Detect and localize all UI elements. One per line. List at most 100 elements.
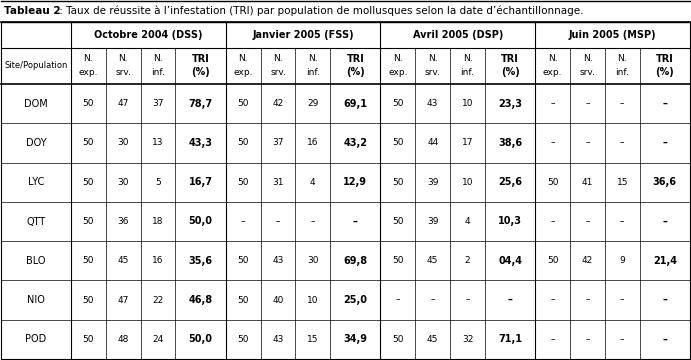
Text: 42: 42 (582, 256, 593, 265)
Text: 24: 24 (153, 335, 164, 344)
Text: N.: N. (548, 54, 558, 63)
Text: Janvier 2005 (FSS): Janvier 2005 (FSS) (252, 30, 354, 40)
Text: N.: N. (84, 54, 93, 63)
Text: 17: 17 (462, 139, 473, 148)
Text: 31: 31 (272, 178, 284, 187)
Text: (%): (%) (501, 67, 520, 77)
Text: 44: 44 (427, 139, 438, 148)
Text: 25,6: 25,6 (498, 177, 522, 187)
Text: 50: 50 (83, 256, 94, 265)
Text: –: – (663, 138, 668, 148)
Text: 4: 4 (465, 217, 471, 226)
Text: 10,3: 10,3 (498, 216, 522, 226)
Text: –: – (620, 217, 625, 226)
Text: 10: 10 (462, 99, 473, 108)
Text: 18: 18 (152, 217, 164, 226)
Text: 39: 39 (427, 178, 439, 187)
Text: 46,8: 46,8 (189, 295, 213, 305)
Text: 50: 50 (392, 256, 404, 265)
Text: 22: 22 (153, 296, 164, 305)
Text: –: – (620, 99, 625, 108)
Text: exp.: exp. (543, 68, 562, 77)
Text: N.: N. (308, 54, 318, 63)
Text: Juin 2005 (MSP): Juin 2005 (MSP) (569, 30, 656, 40)
Text: –: – (585, 99, 589, 108)
Text: 50,0: 50,0 (189, 334, 213, 345)
Text: 36: 36 (117, 217, 129, 226)
Text: (%): (%) (656, 67, 674, 77)
Text: : Taux de réussite à l’infestation (TRI) par population de mollusques selon la d: : Taux de réussite à l’infestation (TRI)… (56, 5, 583, 16)
Text: 21,4: 21,4 (653, 256, 677, 266)
Text: LYC: LYC (28, 177, 44, 187)
Text: 50: 50 (83, 296, 94, 305)
Text: –: – (620, 296, 625, 305)
Text: 50: 50 (392, 217, 404, 226)
Text: 50,0: 50,0 (189, 216, 213, 226)
Text: 9: 9 (619, 256, 625, 265)
Text: 29: 29 (307, 99, 319, 108)
Text: exp.: exp. (388, 68, 408, 77)
Text: 43: 43 (427, 99, 438, 108)
Text: –: – (585, 139, 589, 148)
Text: 50: 50 (238, 99, 249, 108)
Text: 25,0: 25,0 (343, 295, 368, 305)
Text: –: – (663, 334, 668, 345)
Text: inf.: inf. (461, 68, 475, 77)
Text: 50: 50 (238, 296, 249, 305)
Text: QTT: QTT (26, 216, 46, 226)
Text: –: – (551, 296, 555, 305)
Text: –: – (353, 216, 358, 226)
Text: N.: N. (118, 54, 128, 63)
Text: 50: 50 (392, 335, 404, 344)
Text: 32: 32 (462, 335, 473, 344)
Text: 48: 48 (117, 335, 129, 344)
Text: 47: 47 (117, 99, 129, 108)
Text: TRI: TRI (501, 54, 519, 64)
Text: Avril 2005 (DSP): Avril 2005 (DSP) (413, 30, 503, 40)
Text: 50: 50 (83, 217, 94, 226)
Text: 50: 50 (83, 335, 94, 344)
Text: Site/Population: Site/Population (4, 62, 68, 71)
Text: –: – (551, 139, 555, 148)
Text: –: – (396, 296, 400, 305)
Text: –: – (663, 216, 668, 226)
Text: 2: 2 (465, 256, 471, 265)
Text: srv.: srv. (270, 68, 286, 77)
Text: 38,6: 38,6 (498, 138, 522, 148)
Text: –: – (508, 295, 513, 305)
Text: 40: 40 (272, 296, 284, 305)
Text: 42: 42 (272, 99, 283, 108)
Text: 50: 50 (238, 178, 249, 187)
Text: 43,3: 43,3 (189, 138, 213, 148)
Text: 50: 50 (83, 139, 94, 148)
Text: inf.: inf. (616, 68, 630, 77)
Text: DOY: DOY (26, 138, 46, 148)
Text: 45: 45 (117, 256, 129, 265)
Text: 15: 15 (616, 178, 628, 187)
Text: –: – (585, 217, 589, 226)
Text: 50: 50 (83, 99, 94, 108)
Text: 45: 45 (427, 256, 438, 265)
Text: 50: 50 (238, 335, 249, 344)
Text: –: – (551, 335, 555, 344)
Text: 36,6: 36,6 (653, 177, 677, 187)
Text: 4: 4 (310, 178, 316, 187)
Text: TRI: TRI (191, 54, 209, 64)
Text: –: – (551, 99, 555, 108)
Text: exp.: exp. (79, 68, 98, 77)
Text: N.: N. (153, 54, 163, 63)
Text: –: – (663, 295, 668, 305)
Text: srv.: srv. (580, 68, 596, 77)
Text: 69,1: 69,1 (343, 99, 368, 109)
Text: –: – (465, 296, 470, 305)
Text: 78,7: 78,7 (189, 99, 213, 109)
Text: 50: 50 (238, 139, 249, 148)
Text: 15: 15 (307, 335, 319, 344)
Text: 43,2: 43,2 (343, 138, 368, 148)
Text: TRI: TRI (346, 54, 364, 64)
Text: 12,9: 12,9 (343, 177, 368, 187)
Text: –: – (620, 139, 625, 148)
Text: 41: 41 (582, 178, 593, 187)
Text: 43: 43 (272, 335, 284, 344)
Text: N.: N. (583, 54, 592, 63)
